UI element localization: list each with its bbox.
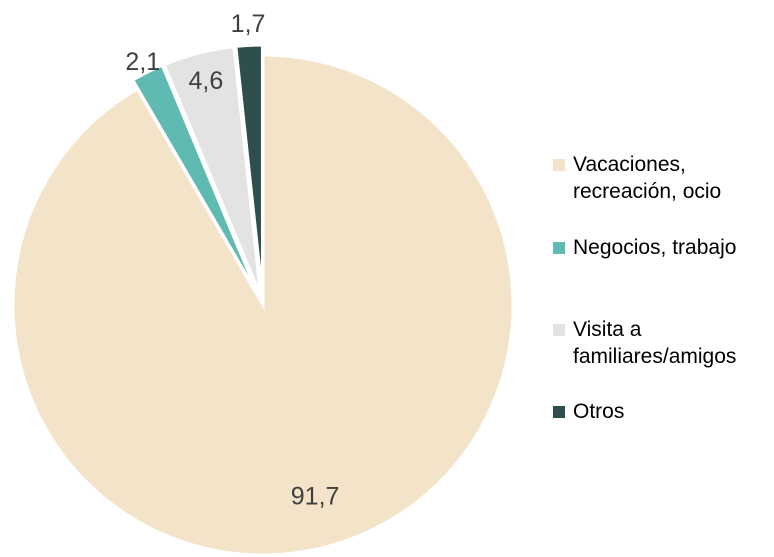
legend-swatch: [553, 406, 565, 418]
legend-swatch: [553, 159, 565, 171]
legend-item: Otros: [553, 398, 774, 425]
legend-label: Vacaciones, recreación, ocio: [573, 153, 722, 203]
legend-label: Otros: [573, 400, 625, 423]
data-label: 4,6: [188, 67, 223, 95]
pie-slice: [11, 53, 515, 557]
data-label: 1,7: [231, 10, 266, 38]
data-label: 2,1: [125, 48, 160, 76]
legend-swatch: [553, 242, 565, 254]
pie-slice: [234, 43, 264, 296]
legend-item: Negocios, trabajo: [553, 234, 774, 261]
pie-slice: [162, 45, 263, 296]
data-label: 91,7: [291, 483, 340, 511]
legend-item: Visita a familiares/amigos: [553, 316, 774, 370]
pie-slice: [130, 63, 260, 297]
pie-chart: 91,7 2,1 4,6 1,7: [11, 10, 515, 557]
legend-label: Visita a familiares/amigos: [573, 318, 737, 368]
legend-item: Vacaciones, recreación, ocio: [553, 151, 774, 205]
legend-label: Negocios, trabajo: [573, 236, 737, 259]
legend-swatch: [553, 324, 565, 336]
